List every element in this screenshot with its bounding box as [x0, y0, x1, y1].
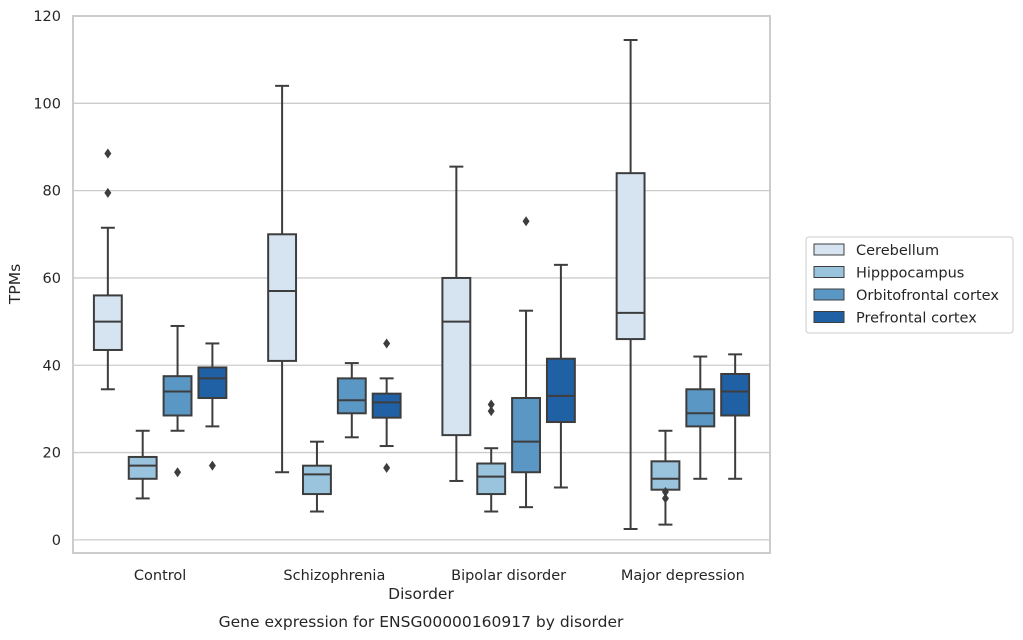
outlier-marker: [487, 399, 495, 410]
series-prefrontal-cortex: [197, 263, 751, 489]
outlier-marker: [487, 406, 495, 417]
legend-item: Prefrontal cortex: [813, 311, 977, 327]
outlier-marker: [208, 460, 216, 471]
box-control: [127, 429, 158, 500]
outlier-marker: [661, 486, 669, 497]
legend: Cerebellum Hipppocampus Orbitofrontal cort…: [805, 236, 1014, 334]
box-iqr: [127, 455, 158, 480]
box-iqr: [476, 462, 507, 496]
box-iqr: [441, 276, 472, 437]
outlier-marker: [104, 187, 112, 198]
box-iqr: [197, 366, 228, 400]
box-series-group: [92, 39, 751, 530]
box-iqr: [92, 294, 123, 351]
legend-swatch: [813, 266, 845, 278]
x-tick-label: Control: [134, 568, 186, 584]
box-control: [162, 324, 193, 478]
outlier-marker: [104, 148, 112, 159]
box-major-depression: [650, 429, 681, 526]
legend-label: Orbitofrontal cortex: [856, 288, 999, 304]
x-tick-labels: Control Schizophrenia Bipolar disorder Majo…: [134, 568, 745, 584]
box-iqr: [615, 172, 646, 341]
legend-item: Orbitofrontal cortex: [813, 288, 999, 304]
legend-swatch: [813, 288, 845, 301]
series-cerebellum: [92, 39, 646, 530]
box-schizophrenia: [302, 440, 332, 513]
box-bipolar-disorder: [545, 263, 576, 489]
x-tick-label: Schizophrenia: [283, 568, 385, 584]
series-orbitofrontal-cortex: [162, 216, 716, 509]
box-iqr: [720, 373, 751, 417]
legend-label: Prefrontal cortex: [856, 311, 977, 327]
outlier-marker: [522, 216, 530, 227]
legend-label: Hipppocampus: [856, 266, 964, 282]
y-tick-label: 80: [43, 184, 61, 200]
outlier-marker: [661, 493, 669, 504]
y-tick-label: 0: [52, 533, 61, 549]
y-tick-label: 100: [33, 96, 61, 112]
box-major-depression: [615, 39, 646, 530]
box-control: [92, 148, 123, 391]
box-iqr: [302, 464, 332, 496]
figure-caption: Gene expression for ENSG00000160917 by d…: [219, 613, 624, 631]
box-iqr: [371, 392, 402, 419]
box-bipolar-disorder: [476, 447, 507, 513]
outlier-marker: [383, 462, 391, 473]
box-iqr: [511, 397, 541, 474]
legend-frame: [805, 236, 1014, 334]
box-iqr: [267, 233, 298, 362]
box-iqr: [650, 460, 681, 491]
y-axis-label: TPMs: [6, 264, 24, 305]
box-major-depression: [685, 355, 716, 480]
box-iqr: [685, 388, 716, 428]
legend-label: Cerebellum: [856, 243, 939, 259]
legend-swatch: [813, 243, 845, 256]
box-schizophrenia: [336, 362, 367, 439]
box-major-depression: [720, 353, 751, 480]
outlier-marker: [174, 467, 182, 478]
legend-swatch: [813, 311, 845, 323]
x-tick-label: Major depression: [621, 568, 745, 584]
box-bipolar-disorder: [441, 165, 472, 482]
box-control: [197, 342, 228, 471]
box-bipolar-disorder: [511, 216, 541, 509]
y-tick-labels: 0 20 40 60 80 100 120: [33, 9, 61, 549]
box-iqr: [545, 357, 576, 424]
x-tick-label: Bipolar disorder: [451, 568, 566, 584]
box-schizophrenia: [267, 84, 298, 474]
box-iqr: [336, 377, 367, 415]
series-hipppocampus: [127, 429, 681, 526]
box-schizophrenia: [371, 338, 402, 473]
y-tick-label: 120: [33, 9, 61, 25]
y-tick-label: 60: [43, 271, 61, 287]
outlier-marker: [383, 338, 391, 349]
y-tick-label: 40: [43, 358, 61, 374]
legend-item: Hipppocampus: [813, 266, 964, 282]
plot-frame: [72, 15, 771, 554]
y-tick-label: 20: [43, 446, 61, 462]
legend-item: Cerebellum: [813, 243, 939, 259]
box-iqr: [162, 375, 193, 417]
x-axis-label: Disorder: [388, 585, 454, 603]
